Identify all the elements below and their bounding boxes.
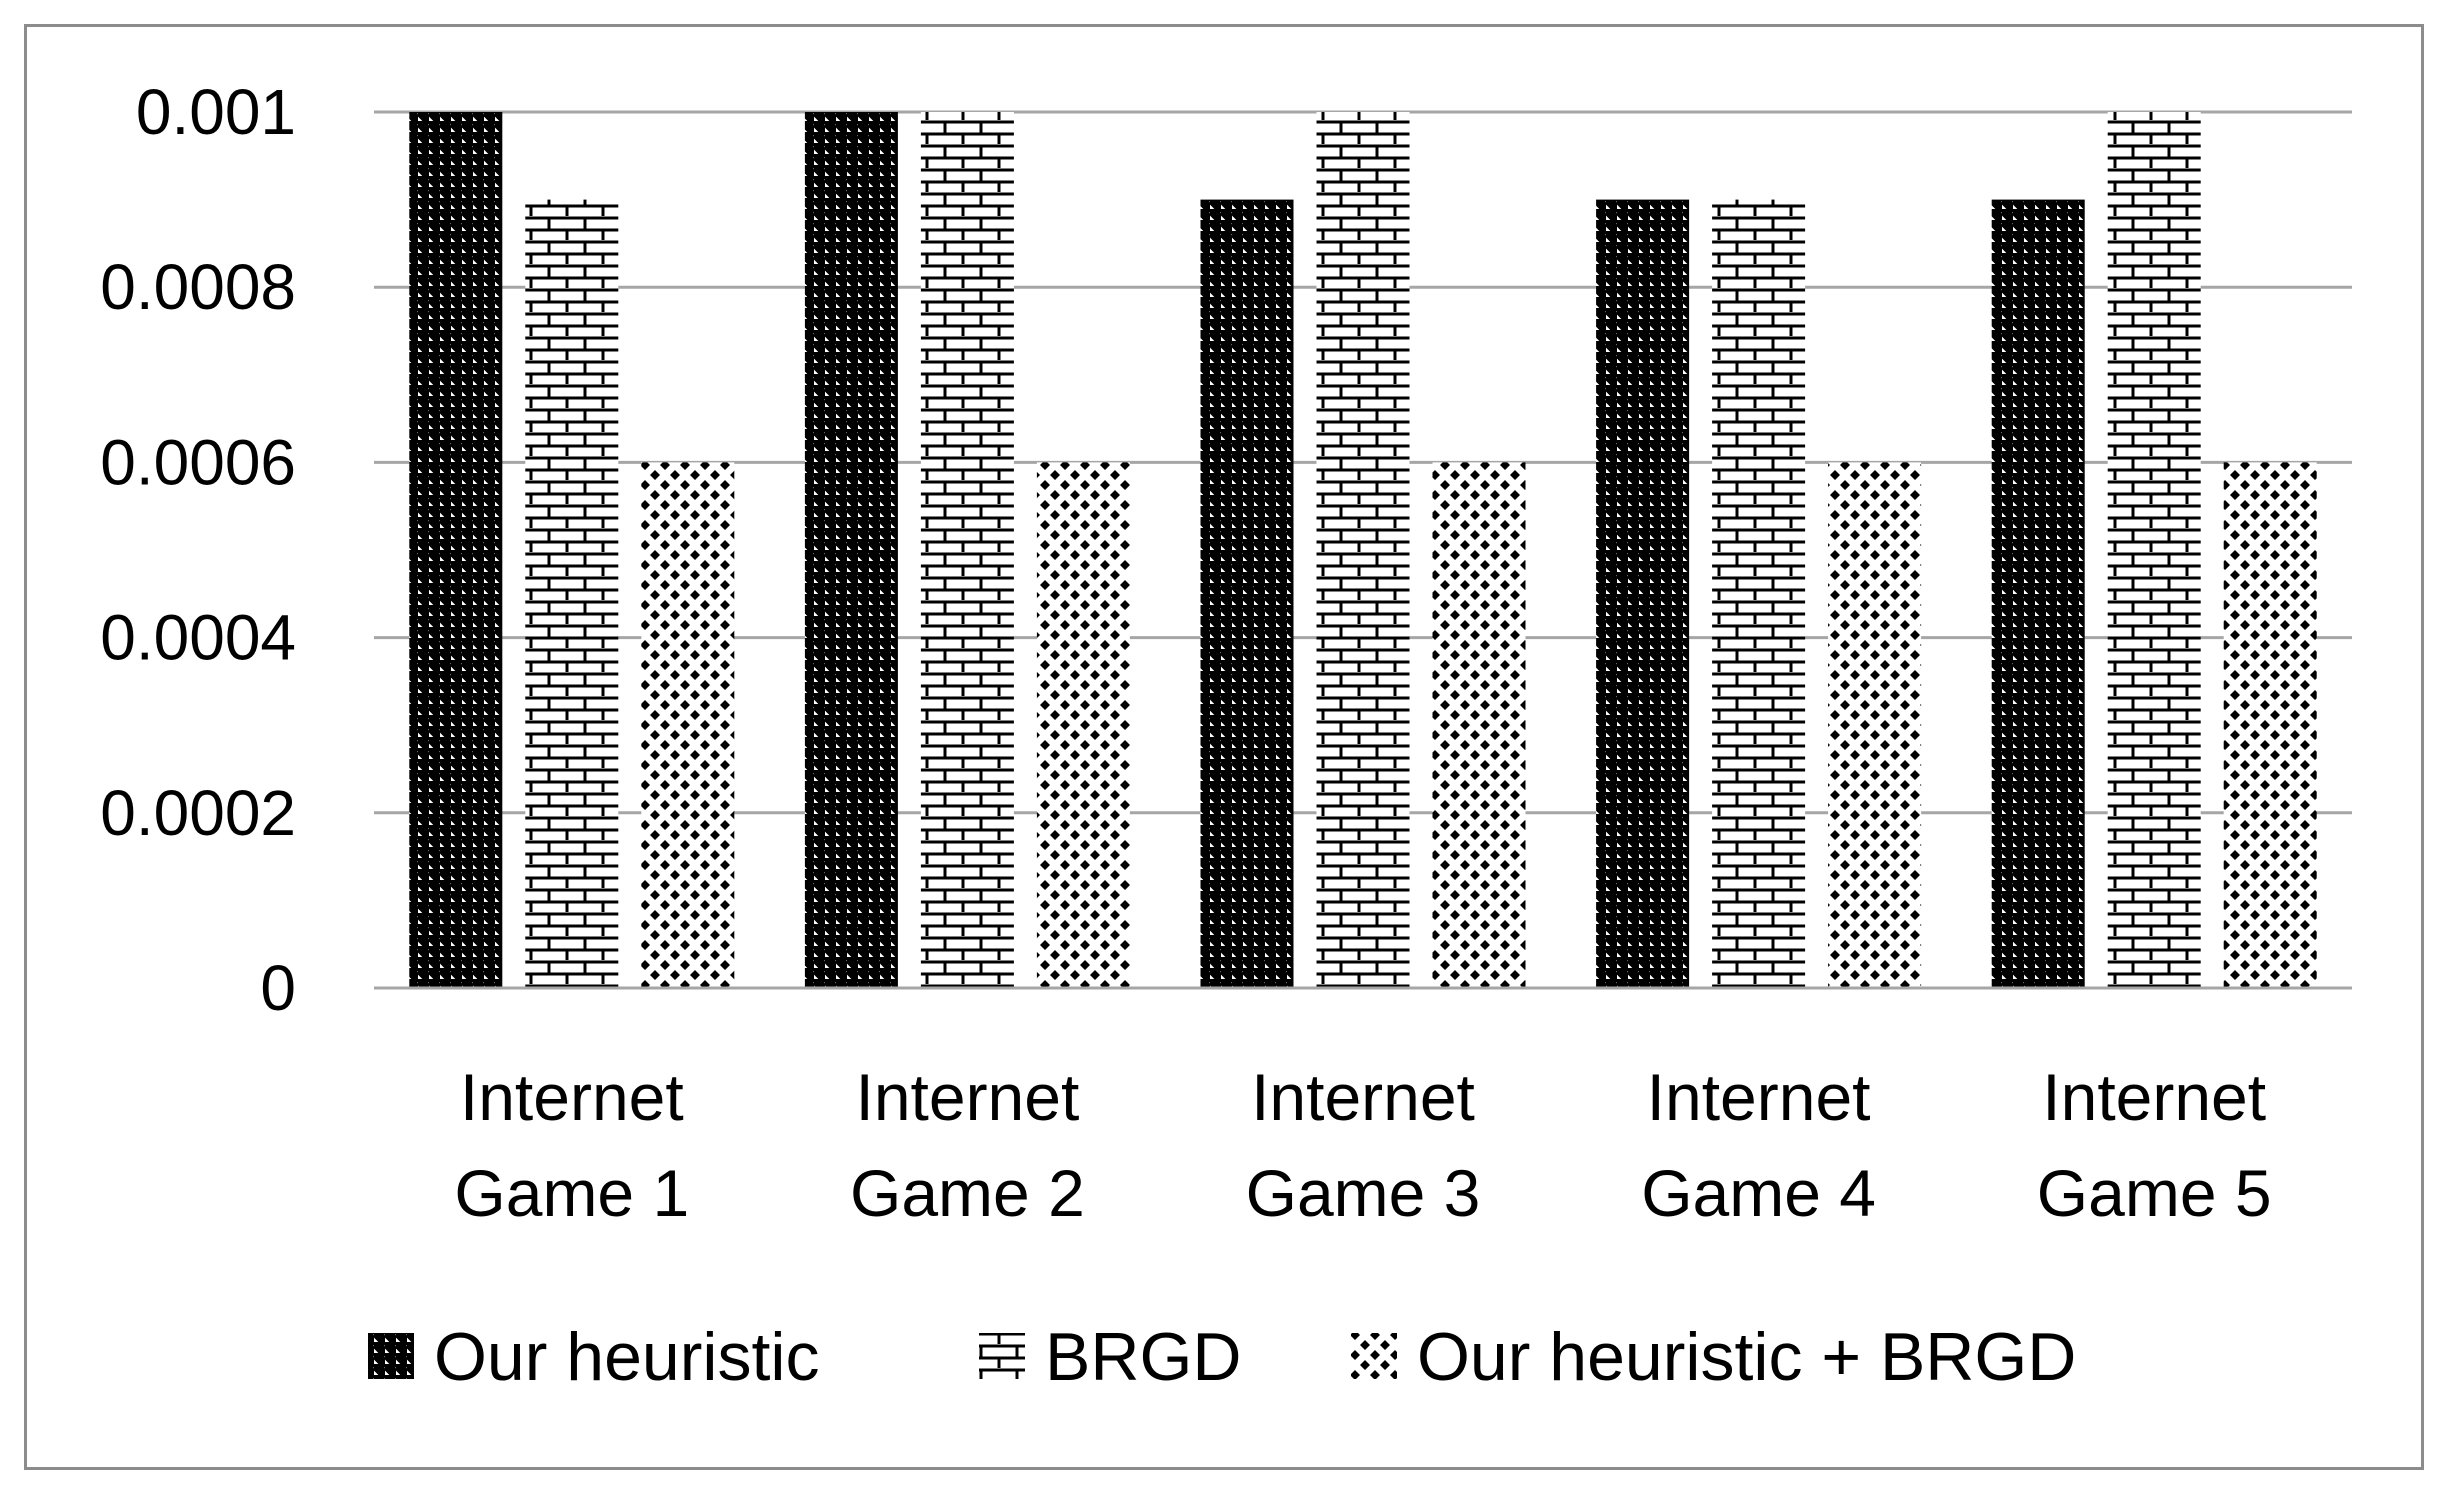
legend-swatch-2	[979, 1333, 1025, 1379]
category-labels: Internet Game 1 Internet Game 2 Internet Game…	[454, 1060, 2271, 1230]
bar-brgd-3	[1316, 112, 1410, 988]
bar-brgd-1	[525, 199, 619, 989]
bar-our-heuristic-2	[804, 112, 898, 988]
x-category-label: Internet	[1647, 1060, 1871, 1134]
legend-label-2: BRGD	[1045, 1319, 1241, 1395]
x-category-label: Game 2	[850, 1156, 1085, 1230]
bar-brgd-5	[2107, 112, 2201, 988]
legend-swatch-1	[368, 1333, 414, 1379]
x-category-label: Internet	[855, 1060, 1079, 1134]
bar-our-heuristic-brgd-4	[1828, 462, 1922, 988]
y-axis-tick-labels: 0 0.0002 0.0004 0.0006 0.0008 0.001	[100, 76, 296, 1024]
bar-our-heuristic-5	[1991, 199, 2085, 989]
x-category-label: Game 4	[1641, 1156, 1876, 1230]
legend-label-1: Our heuristic	[434, 1319, 819, 1395]
x-category-label: Game 3	[1246, 1156, 1481, 1230]
bar-our-heuristic-1	[409, 112, 503, 988]
y-tick-label: 0.001	[136, 76, 296, 148]
bar-our-heuristic-brgd-2	[1036, 462, 1130, 988]
bar-our-heuristic-brgd-1	[641, 462, 735, 988]
legend-label-3: Our heuristic + BRGD	[1417, 1319, 2076, 1395]
x-category-label: Internet	[1251, 1060, 1475, 1134]
bar-our-heuristic-brgd-3	[1432, 462, 1526, 988]
y-tick-label: 0.0006	[100, 426, 296, 498]
x-category-label: Game 5	[2037, 1156, 2272, 1230]
bar-brgd-4	[1712, 199, 1806, 989]
x-category-label: Internet	[460, 1060, 684, 1134]
y-tick-label: 0.0004	[100, 602, 296, 674]
y-tick-label: 0.0002	[100, 777, 296, 849]
y-tick-label: 0.0008	[100, 251, 296, 323]
legend: Our heuristic BRGD Our heuristic + BRGD	[368, 1319, 2076, 1395]
bar-our-heuristic-brgd-5	[2223, 462, 2317, 988]
bar-our-heuristic-4	[1596, 199, 1690, 989]
y-tick-label: 0	[260, 952, 296, 1024]
bars	[409, 112, 2317, 989]
bar-brgd-2	[920, 112, 1014, 988]
bar-our-heuristic-3	[1200, 199, 1294, 989]
legend-swatch-3	[1351, 1333, 1397, 1379]
x-category-label: Game 1	[454, 1156, 689, 1230]
x-category-label: Internet	[2042, 1060, 2266, 1134]
